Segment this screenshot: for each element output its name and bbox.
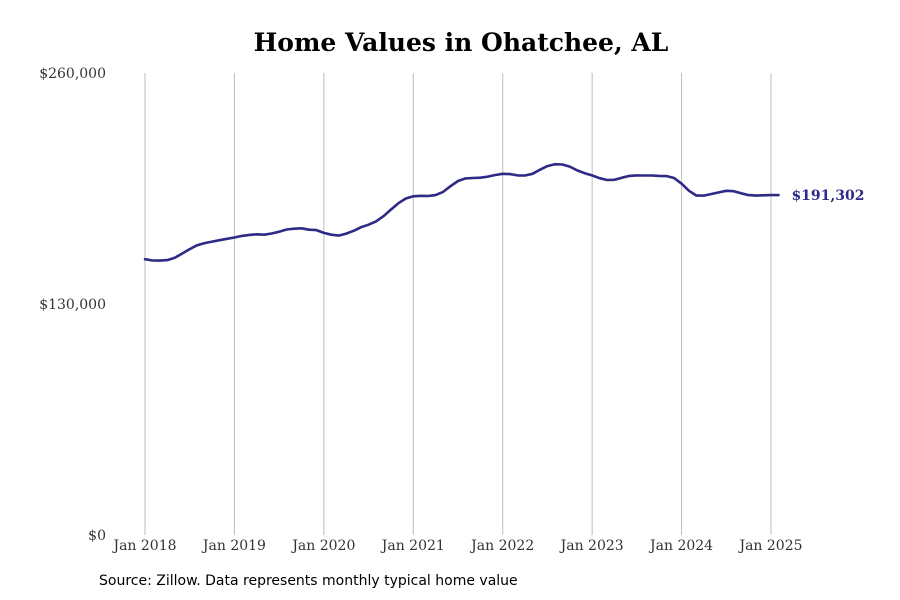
x-axis: Jan 2018 Jan 2019 Jan 2020 Jan 2021 Jan 2022…	[111, 538, 802, 554]
chart-title: Home Values in Ohatchee, AL	[253, 28, 669, 57]
source-note: Source: Zillow. Data represents monthly …	[99, 573, 518, 589]
x-tick-label: Jan 2020	[290, 538, 355, 554]
series-line	[143, 162, 780, 262]
x-tick-label: Jan 2018	[111, 538, 176, 554]
x-tick-label: Jan 2024	[648, 538, 713, 554]
y-tick-label: $130,000	[39, 297, 106, 313]
end-value-label: $191,302	[791, 188, 864, 204]
x-tick-label: Jan 2019	[201, 538, 266, 554]
x-tick-label: Jan 2023	[559, 538, 624, 554]
x-tick-label: Jan 2025	[737, 538, 802, 554]
y-tick-label: $0	[88, 528, 106, 544]
x-tick-label: Jan 2021	[380, 538, 445, 554]
y-axis: $0 $130,000 $260,000	[39, 66, 106, 544]
plot-area: $191,302	[143, 162, 865, 262]
x-tick-label: Jan 2022	[469, 538, 534, 554]
grid-lines	[144, 73, 772, 535]
y-tick-label: $260,000	[39, 66, 106, 82]
